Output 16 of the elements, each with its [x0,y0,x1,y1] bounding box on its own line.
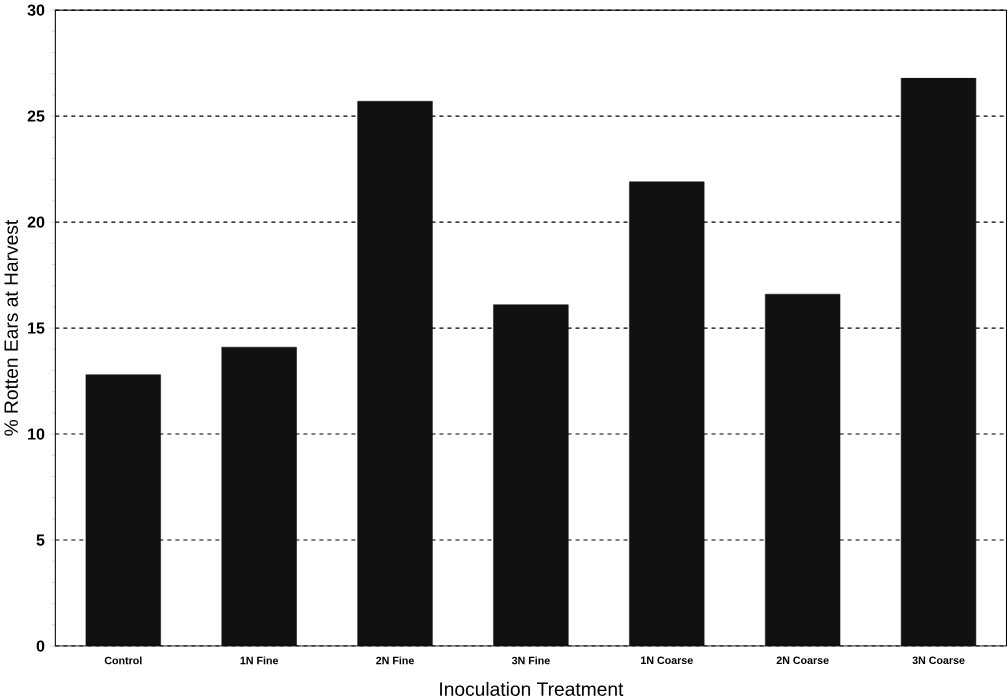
x-tick-label: 1N Fine [240,656,279,665]
x-tick-label: 3N Fine [511,656,550,665]
x-tick-label: 2N Coarse [776,656,829,664]
y-axis-title: % Rotten Ears at Harvest [4,219,18,436]
x-tick-label: 3N Coarse [912,656,965,664]
x-axis-title: Inoculation Treatment [440,681,624,696]
y-tick-label: 25 [27,110,45,122]
x-tick-label: 2N Fine [376,656,414,665]
x-tick-label: Control [104,656,142,665]
y-tick-label: 15 [28,322,45,334]
x-tick-label: 1N Coarse [641,656,693,664]
y-tick-label: 30 [27,4,45,16]
y-tick-label: 5 [36,534,45,546]
y-tick-label: 10 [28,428,45,440]
y-tick-label: 20 [27,216,45,228]
y-tick-label: 0 [36,640,45,652]
